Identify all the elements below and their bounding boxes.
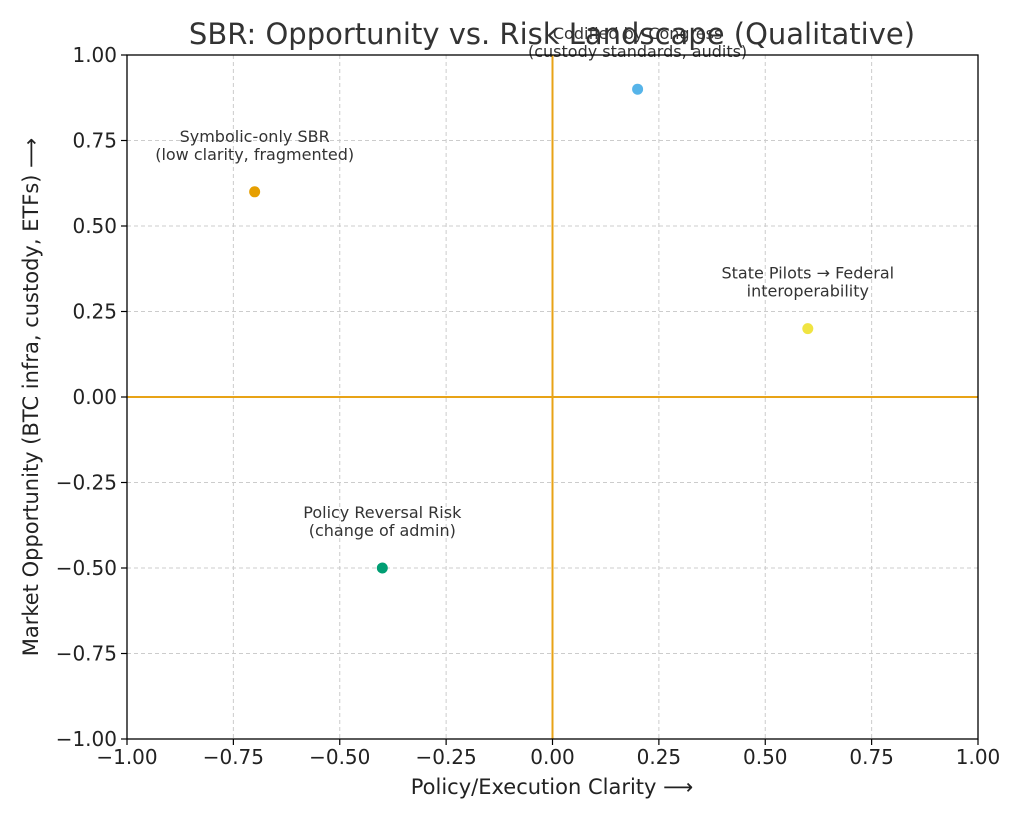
x-tick-label: 0.75 [849,745,894,769]
point-label: (change of admin) [309,521,456,540]
x-tick-label: −1.00 [96,745,157,769]
data-point [632,83,644,95]
data-point [376,562,388,574]
point-labels: Symbolic-only SBR(low clarity, fragmente… [155,24,894,540]
point-label: State Pilots → Federal [721,264,894,283]
x-tick-label: 1.00 [956,745,1001,769]
data-point [249,186,261,198]
x-tick-label: 0.50 [743,745,788,769]
y-tick-label: −1.00 [56,727,117,751]
y-tick-label: −0.25 [56,471,117,495]
grid-lines [126,54,979,740]
y-tick-label: 1.00 [72,43,117,67]
y-axis-label: Market Opportunity (BTC infra, custody, … [19,138,43,657]
x-tick-label: 0.00 [530,745,575,769]
reference-lines [127,55,978,739]
x-tick-label: −0.50 [309,745,370,769]
point-label: Policy Reversal Risk [303,503,462,522]
y-axis-ticks: −1.00 −0.75 −0.50 −0.25 0.00 0.25 0.50 0.75 1.00 [56,43,127,751]
data-point [802,323,814,335]
x-tick-label: −0.25 [415,745,476,769]
point-label: Symbolic-only SBR [180,127,330,146]
point-label: interoperability [747,282,869,301]
y-tick-label: −0.50 [56,556,117,580]
x-axis-ticks: −1.00 −0.75 −0.50 −0.25 0.00 0.25 0.50 0.75 1.00 [96,739,1000,769]
y-tick-label: 0.50 [72,214,117,238]
point-label: Codified by Congress [553,24,722,43]
x-tick-label: −0.75 [203,745,264,769]
y-tick-label: 0.25 [72,300,117,324]
y-tick-label: 0.75 [72,129,117,153]
point-label: (low clarity, fragmented) [155,145,354,164]
y-tick-label: 0.00 [72,385,117,409]
x-tick-label: 0.25 [637,745,682,769]
data-points [249,83,814,574]
x-axis-label: Policy/Execution Clarity ⟶ [411,775,694,799]
y-tick-label: −0.75 [56,642,117,666]
chart-title: SBR: Opportunity vs. Risk Landscape (Qua… [189,17,915,51]
point-label: (custody standards, audits) [528,42,747,61]
